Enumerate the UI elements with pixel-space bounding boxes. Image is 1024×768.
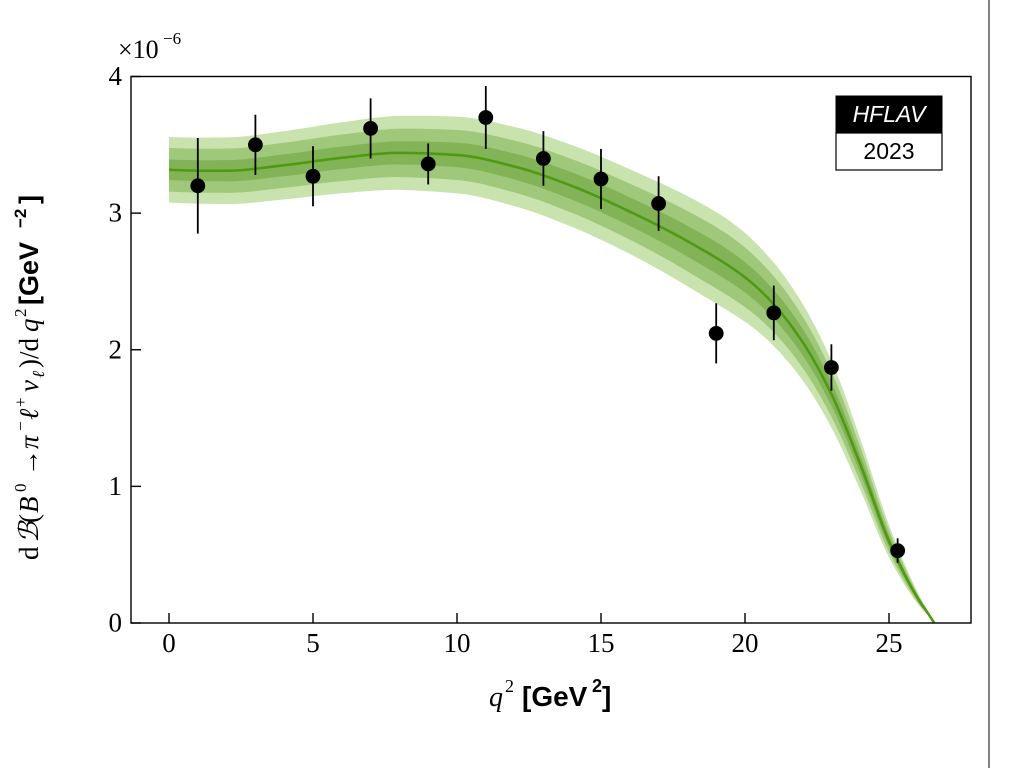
svg-text:ν: ν [14, 380, 44, 392]
svg-text:+: + [11, 397, 30, 407]
svg-text:π: π [14, 434, 44, 449]
svg-text:0: 0 [11, 484, 30, 493]
svg-text:0: 0 [162, 628, 176, 658]
svg-text:−: − [11, 421, 30, 431]
svg-text:)/d: )/d [14, 338, 44, 368]
svg-text:]: ] [14, 195, 44, 204]
svg-text:2: 2 [11, 309, 30, 318]
svg-text:2023: 2023 [863, 138, 914, 164]
svg-text:B: B [14, 497, 44, 514]
svg-text:20: 20 [732, 628, 759, 658]
svg-text:2: 2 [109, 334, 123, 364]
svg-text:d: d [14, 546, 44, 560]
svg-text:0: 0 [109, 608, 123, 638]
svg-text:3: 3 [109, 198, 123, 228]
svg-text:10: 10 [444, 628, 471, 658]
svg-text:HFLAV: HFLAV [853, 101, 929, 127]
svg-text:5: 5 [306, 628, 320, 658]
svg-text:4: 4 [109, 61, 123, 91]
svg-text:[GeV: [GeV [14, 242, 44, 305]
svg-text:q: q [14, 319, 44, 333]
svg-text:ℓ: ℓ [14, 408, 44, 420]
svg-text:→: → [14, 449, 44, 476]
svg-text:2: 2 [592, 676, 602, 696]
svg-text:[GeV: [GeV [522, 681, 588, 712]
svg-text:(: ( [14, 514, 44, 523]
svg-text:25: 25 [876, 628, 903, 658]
svg-text:15: 15 [588, 628, 615, 658]
svg-text:ℓ: ℓ [29, 371, 48, 378]
svg-text:]: ] [602, 681, 611, 712]
svg-text:q: q [489, 682, 503, 713]
svg-text:−2: −2 [11, 209, 30, 228]
svg-text:×10: ×10 [118, 35, 159, 64]
svg-text:2: 2 [505, 676, 514, 696]
svg-text:−6: −6 [163, 29, 181, 48]
svg-text:1: 1 [109, 471, 123, 501]
